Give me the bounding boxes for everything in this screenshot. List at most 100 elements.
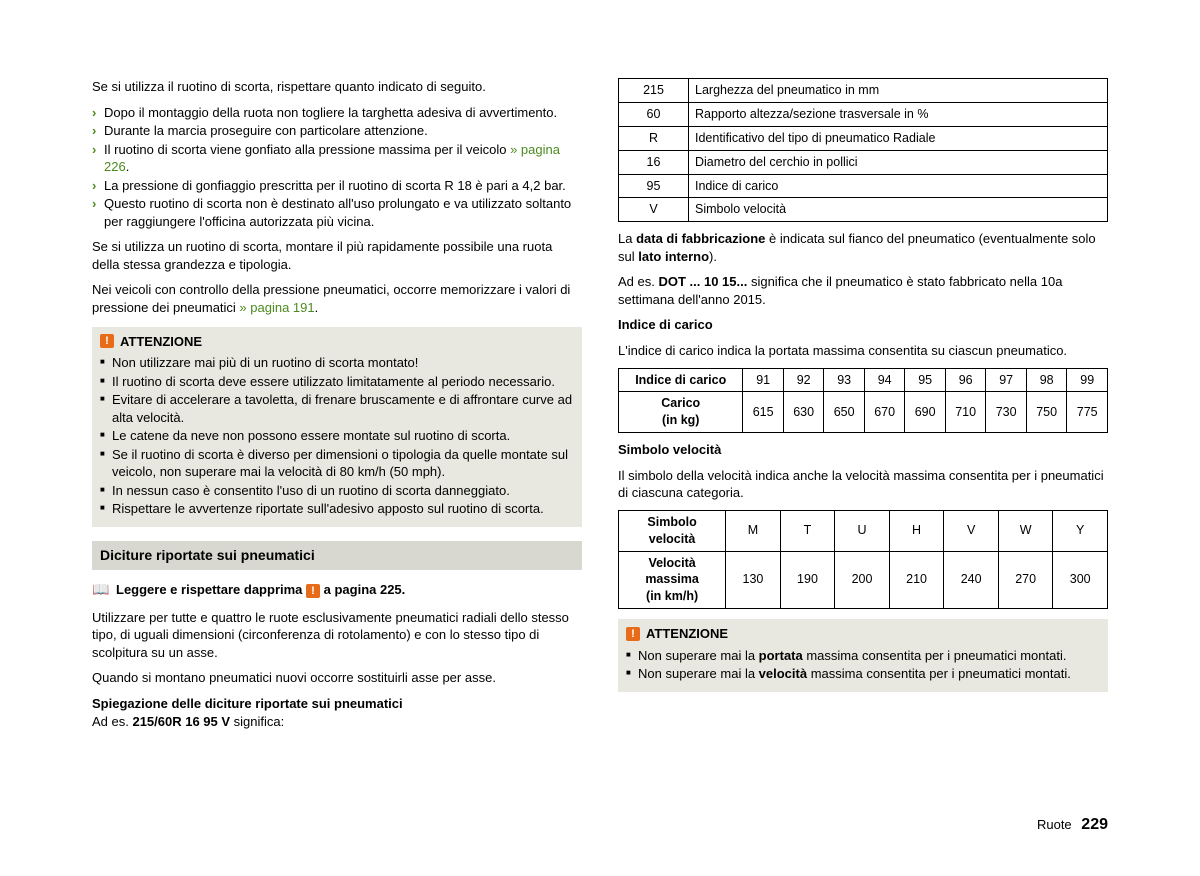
table-row: Simbolovelocità M T U H V W Y (619, 510, 1108, 551)
tire-spec-table: 215Larghezza del pneumatico in mm 60Rapp… (618, 78, 1108, 222)
bullet-text-end: . (126, 159, 130, 174)
example-prefix: Ad es. (92, 714, 132, 729)
subheading: Simbolo velocità (618, 441, 1108, 459)
cell: 670 (864, 392, 905, 433)
cell: W (998, 510, 1053, 551)
attention-list: Non superare mai la portata massima cons… (626, 647, 1100, 683)
spec-desc: Indice di carico (689, 174, 1108, 198)
table-row: 60Rapporto altezza/sezione trasversale i… (619, 102, 1108, 126)
section-heading: Diciture riportate sui pneumatici (92, 541, 582, 570)
read-first-note: 📖 Leggere e rispettare dapprima ! a pagi… (92, 580, 582, 599)
table-row: Velocitàmassima(in km/h) 130 190 200 210… (619, 551, 1108, 609)
speed-symbol-table: Simbolovelocità M T U H V W Y Velocitàma… (618, 510, 1108, 609)
attention-box: ! ATTENZIONE Non superare mai la portata… (618, 619, 1108, 692)
cell: 270 (998, 551, 1053, 609)
page-footer: Ruote 229 (1037, 814, 1108, 836)
cell: 93 (824, 368, 865, 392)
attention-item: Le catene da neve non possono essere mon… (100, 427, 574, 445)
cell: 730 (986, 392, 1027, 433)
text-part: Non superare mai la (638, 666, 759, 681)
text-part: Non superare mai la (638, 648, 759, 663)
text-part: massima consentita per i pneumatici mont… (803, 648, 1067, 663)
example-suffix: significa: (230, 714, 284, 729)
text-part: ). (709, 249, 717, 264)
row-header: Simbolo velocità (619, 510, 726, 551)
body-text: Spiegazione delle diciture riportate sui… (92, 695, 582, 730)
text-bold: portata (759, 648, 803, 663)
text-part: massima (645, 572, 699, 586)
table-row: 215Larghezza del pneumatico in mm (619, 79, 1108, 103)
text-bold: lato interno (638, 249, 709, 264)
cell: 200 (835, 551, 890, 609)
table-row: Carico (in kg) 615 630 650 670 690 710 73… (619, 392, 1108, 433)
body-text-part: Nei veicoli con controllo della pression… (92, 282, 570, 315)
spec-code: V (619, 198, 689, 222)
book-icon: 📖 (92, 580, 110, 599)
bullet-item: La pressione di gonfiaggio prescritta pe… (92, 177, 582, 195)
body-text: Utilizzare per tutte e quattro le ruote … (92, 609, 582, 662)
cell: 650 (824, 392, 865, 433)
text-part: Simbolo (647, 515, 696, 529)
page-columns: Se si utilizza il ruotino di scorta, ris… (92, 78, 1108, 738)
text-part: Ad es. (618, 274, 658, 289)
cell: 240 (944, 551, 999, 609)
load-index-table: Indice di carico 91 92 93 94 95 96 97 98… (618, 368, 1108, 434)
spec-code: 95 (619, 174, 689, 198)
attention-label: ATTENZIONE (646, 625, 728, 643)
table-row: VSimbolo velocità (619, 198, 1108, 222)
table-row: 95Indice di carico (619, 174, 1108, 198)
cell: 97 (986, 368, 1027, 392)
tire-code: 215/60R 16 95 V (132, 714, 230, 729)
bullet-text: Il ruotino di scorta viene gonfiato alla… (104, 142, 510, 157)
body-text: L'indice di carico indica la portata mas… (618, 342, 1108, 360)
table-row: Indice di carico 91 92 93 94 95 96 97 98… (619, 368, 1108, 392)
page-link[interactable]: » pagina 191 (239, 300, 314, 315)
left-column: Se si utilizza il ruotino di scorta, ris… (92, 78, 582, 738)
cell: V (944, 510, 999, 551)
subheading: Indice di carico (618, 316, 1108, 334)
spec-code: 60 (619, 102, 689, 126)
bullet-item: Questo ruotino di scorta non è destinato… (92, 195, 582, 230)
right-column: 215Larghezza del pneumatico in mm 60Rapp… (618, 78, 1108, 738)
text-part: velocità (649, 532, 696, 546)
cell: 92 (783, 368, 824, 392)
bullet-item: Il ruotino di scorta viene gonfiato alla… (92, 141, 582, 176)
attention-item: Se il ruotino di scorta è diverso per di… (100, 446, 574, 481)
attention-item: Evitare di accelerare a tavoletta, di fr… (100, 391, 574, 426)
cell: 615 (743, 392, 784, 433)
row-header: Carico (in kg) (619, 392, 743, 433)
cell: 95 (905, 368, 946, 392)
cell: 750 (1026, 392, 1067, 433)
table-row: RIdentificativo del tipo di pneumatico R… (619, 126, 1108, 150)
cell: 190 (780, 551, 835, 609)
intro-text: Se si utilizza il ruotino di scorta, ris… (92, 78, 582, 96)
read-first-text-end: a pagina 225. (320, 582, 405, 597)
attention-heading: ! ATTENZIONE (626, 625, 1100, 643)
footer-section: Ruote (1037, 817, 1072, 832)
text-part: massima consentita per i pneumatici mont… (807, 666, 1071, 681)
cell: T (780, 510, 835, 551)
table-row: 16Diametro del cerchio in pollici (619, 150, 1108, 174)
spec-desc: Larghezza del pneumatico in mm (689, 79, 1108, 103)
body-text: Il simbolo della velocità indica anche l… (618, 467, 1108, 502)
cell: 630 (783, 392, 824, 433)
body-text: Se si utilizza un ruotino di scorta, mon… (92, 238, 582, 273)
spec-code: R (619, 126, 689, 150)
spec-desc: Simbolo velocità (689, 198, 1108, 222)
read-first-text: Leggere e rispettare dapprima (116, 582, 306, 597)
row-header: Indice di carico (619, 368, 743, 392)
attention-item: Non superare mai la velocità massima con… (626, 665, 1100, 683)
spec-desc: Identificativo del tipo di pneumatico Ra… (689, 126, 1108, 150)
text-part: (in kg) (662, 413, 700, 427)
text-part: Carico (661, 396, 700, 410)
cell: 99 (1067, 368, 1108, 392)
cell: 300 (1053, 551, 1108, 609)
text-bold: DOT ... 10 15... (658, 274, 747, 289)
warning-icon: ! (626, 627, 640, 641)
text-bold: data di fabbricazione (636, 231, 765, 246)
body-text: Nei veicoli con controllo della pression… (92, 281, 582, 316)
cell: 710 (945, 392, 986, 433)
cell: 130 (726, 551, 781, 609)
attention-item: Non utilizzare mai più di un ruotino di … (100, 354, 574, 372)
cell: 690 (905, 392, 946, 433)
